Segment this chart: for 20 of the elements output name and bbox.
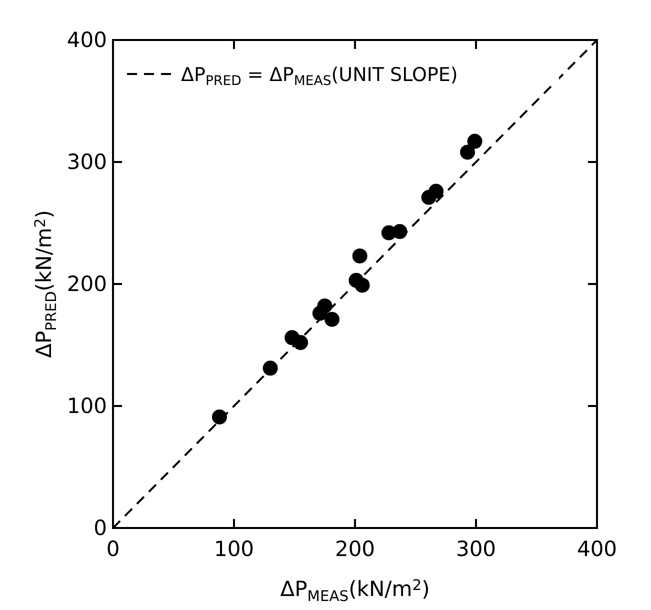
point — [467, 134, 482, 149]
point — [324, 312, 340, 327]
y-tick-label: 400 — [66, 28, 107, 52]
y-tick-label: 100 — [66, 394, 107, 418]
point — [352, 248, 368, 264]
x-axis-title: ΔP$_{MEAS}$(kN/m$^{2}$) — [280, 577, 430, 604]
point — [354, 278, 370, 293]
point — [212, 409, 227, 424]
point — [428, 184, 444, 199]
x-tick-label: 300 — [456, 537, 496, 561]
x-tick-label: 400 — [576, 537, 618, 561]
point — [460, 144, 476, 160]
point — [293, 335, 308, 350]
x-tick-label: 100 — [214, 537, 254, 561]
legend-label: ΔP$_{PRED}$ = ΔP$_{MEAS}$(UNIT SLOPE) — [181, 64, 458, 89]
y-tick-label: 0 — [94, 516, 107, 540]
y-tick-label: 300 — [66, 150, 107, 174]
point — [317, 298, 332, 314]
x-tick-label: 200 — [334, 537, 376, 561]
y-tick-label: 200 — [66, 272, 107, 296]
